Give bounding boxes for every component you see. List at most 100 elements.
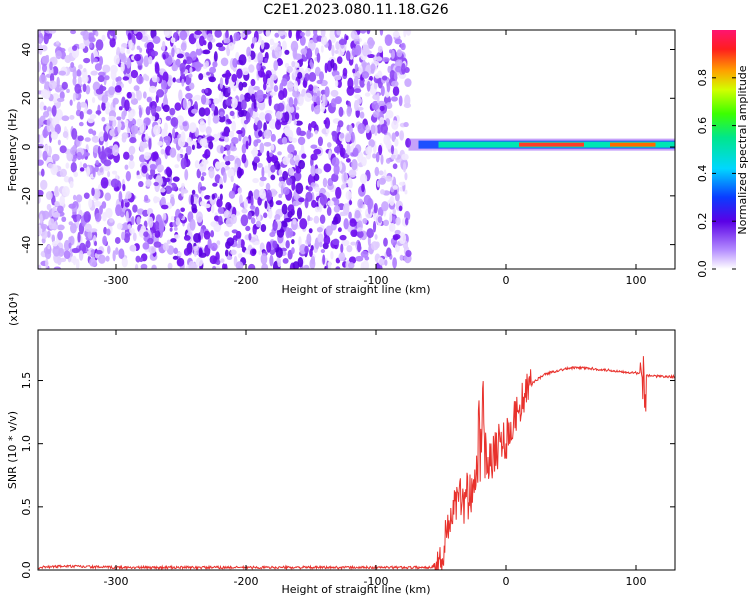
- noise-blob: [322, 177, 328, 188]
- noise-blob: [55, 50, 62, 60]
- noise-blob: [293, 119, 297, 126]
- noise-blob: [339, 211, 348, 217]
- snr-xlabel: Height of straight line (km): [281, 583, 430, 596]
- noise-blob: [330, 58, 335, 69]
- noise-blob: [386, 247, 392, 258]
- noise-blob: [311, 199, 317, 208]
- noise-blob: [252, 177, 259, 184]
- noise-blob: [339, 234, 347, 241]
- noise-blob: [330, 251, 334, 260]
- noise-blob: [257, 196, 262, 206]
- noise-blob: [38, 159, 44, 166]
- noise-blob: [310, 164, 316, 177]
- noise-blob: [371, 100, 380, 111]
- noise-blob: [129, 244, 136, 252]
- noise-blob: [83, 108, 87, 114]
- noise-blob: [46, 118, 51, 127]
- noise-blob: [180, 207, 186, 213]
- noise-blob: [75, 194, 83, 203]
- noise-blob: [178, 89, 183, 102]
- noise-blob: [172, 176, 180, 182]
- snr-axes: -300 -200 -100 0 100 0.0 0.5 1.0 1.5: [20, 330, 675, 588]
- noise-blob: [342, 183, 347, 189]
- noise-blob: [362, 218, 368, 224]
- noise-blob: [330, 89, 339, 97]
- noise-blob: [58, 70, 67, 76]
- noise-blob: [123, 151, 130, 160]
- signal-peak: [610, 142, 656, 147]
- noise-blob: [138, 107, 143, 118]
- noise-blob: [385, 110, 394, 119]
- noise-blob: [136, 118, 143, 127]
- noise-blob: [156, 89, 165, 98]
- noise-blob: [83, 211, 91, 223]
- noise-blob: [148, 245, 157, 254]
- noise-blob: [270, 133, 276, 142]
- noise-blob: [379, 116, 385, 126]
- noise-blob: [162, 242, 170, 251]
- noise-blob: [182, 121, 188, 127]
- noise-blob: [206, 136, 215, 141]
- noise-blob: [224, 37, 231, 44]
- noise-blob: [305, 48, 313, 60]
- noise-blob: [377, 45, 383, 54]
- noise-blob: [129, 227, 135, 235]
- noise-blob: [240, 214, 249, 227]
- noise-blob: [169, 147, 177, 158]
- noise-blob: [343, 172, 347, 182]
- noise-blob: [51, 234, 56, 243]
- noise-blob: [217, 206, 224, 215]
- noise-blob: [157, 118, 162, 124]
- noise-blob: [277, 163, 281, 171]
- noise-blob: [101, 116, 106, 122]
- noise-blob: [51, 105, 57, 117]
- noise-blob: [269, 119, 277, 130]
- x-tick-label: 100: [626, 274, 647, 287]
- noise-blob: [249, 205, 255, 210]
- noise-blob: [385, 175, 392, 182]
- noise-blob: [385, 102, 393, 109]
- noise-blob: [284, 111, 290, 123]
- noise-blob: [395, 216, 401, 226]
- noise-blob: [83, 192, 90, 199]
- noise-blob: [394, 229, 401, 235]
- noise-blob: [207, 114, 211, 127]
- noise-blob: [314, 66, 321, 77]
- noise-blob: [217, 132, 221, 139]
- noise-blob: [92, 130, 97, 136]
- noise-blob: [333, 74, 342, 81]
- noise-blob: [238, 194, 243, 206]
- noise-blob: [248, 263, 256, 269]
- noise-blob: [346, 85, 355, 96]
- noise-blob: [401, 153, 409, 161]
- noise-blob: [359, 173, 368, 185]
- noise-blob: [138, 64, 142, 70]
- noise-blob: [105, 101, 111, 109]
- noise-blob: [61, 81, 68, 90]
- noise-blob: [207, 41, 213, 51]
- noise-blob: [229, 146, 237, 152]
- noise-blob: [70, 161, 77, 173]
- noise-blob: [400, 42, 406, 51]
- noise-blob: [327, 260, 332, 269]
- noise-blob: [190, 263, 198, 269]
- noise-blob: [360, 250, 369, 258]
- noise-blob: [57, 230, 63, 241]
- noise-blob: [370, 63, 376, 72]
- noise-blob: [308, 39, 316, 51]
- noise-blob: [228, 42, 235, 51]
- noise-blob: [79, 110, 84, 120]
- noise-blob: [379, 105, 385, 112]
- noise-blob: [95, 249, 103, 255]
- noise-blob: [250, 217, 256, 224]
- noise-blob: [311, 85, 319, 93]
- noise-blob: [262, 74, 268, 85]
- noise-blob: [291, 137, 298, 143]
- noise-blob: [192, 196, 198, 205]
- noise-blob: [313, 105, 321, 115]
- noise-blob: [139, 257, 144, 263]
- noise-blob: [305, 191, 313, 202]
- noise-blob: [48, 80, 57, 90]
- noise-blob: [126, 57, 131, 69]
